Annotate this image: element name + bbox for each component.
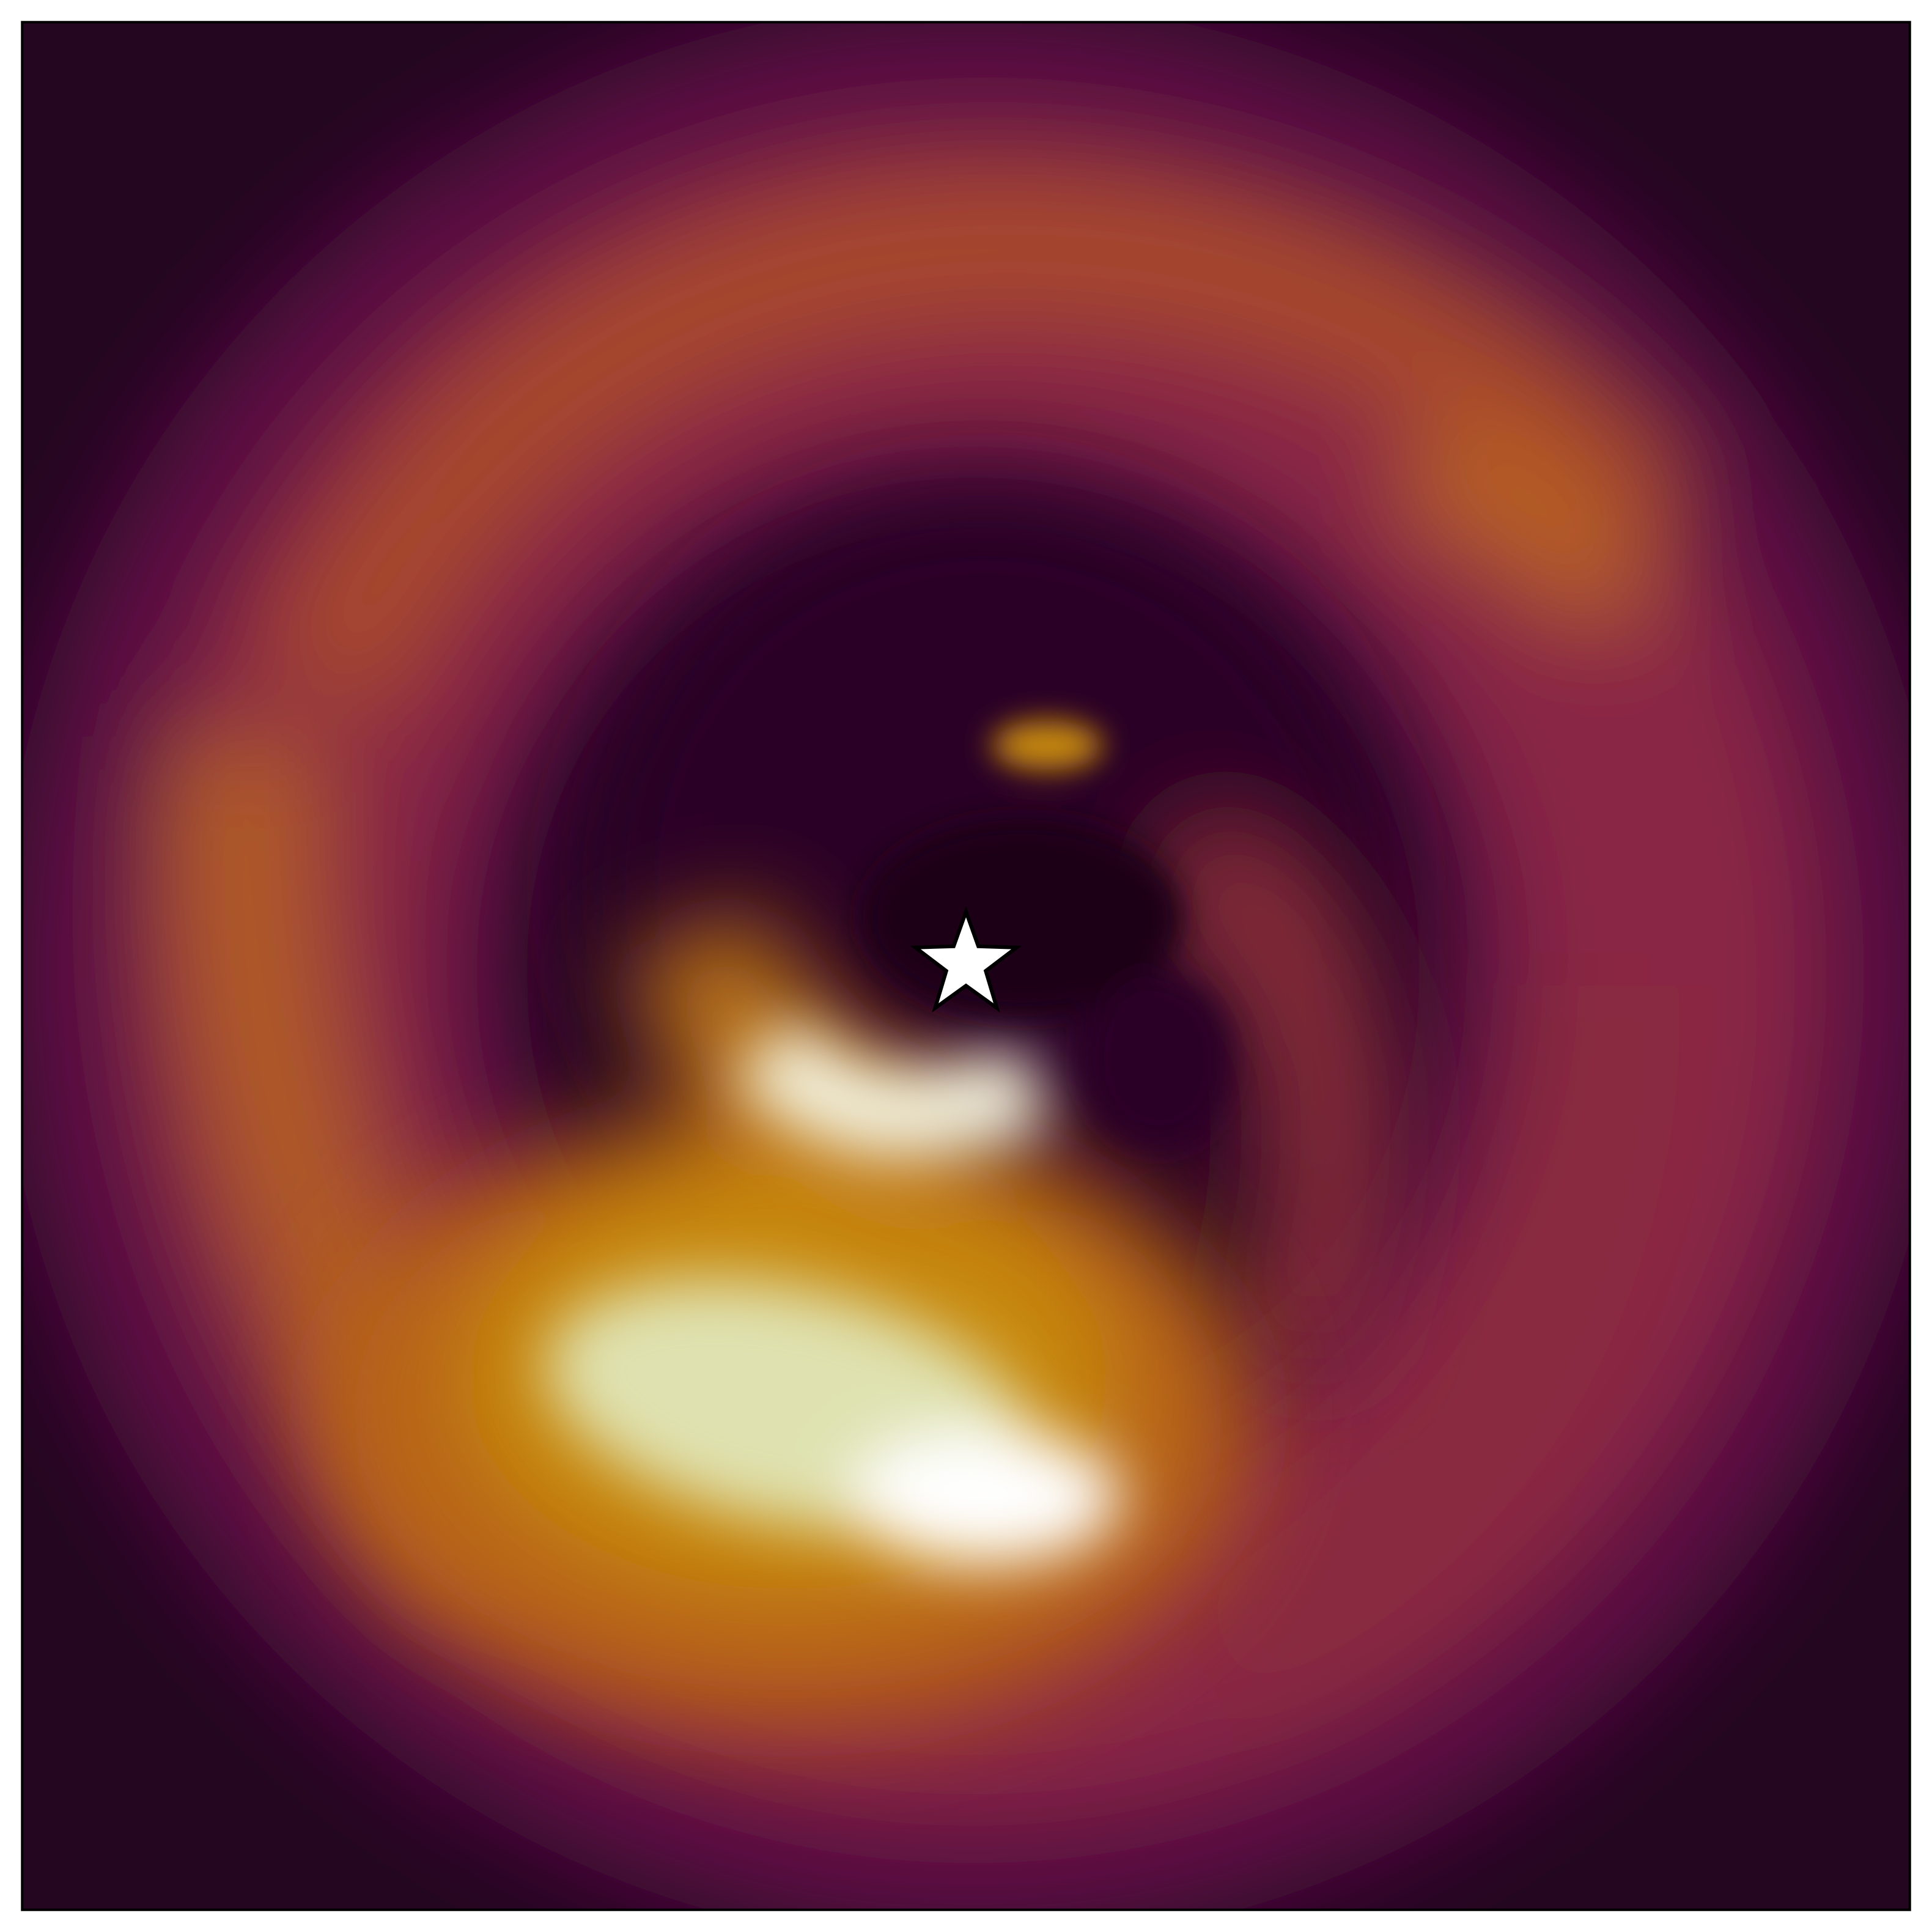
frame: [21, 21, 1911, 1911]
star-marker: [910, 906, 1022, 1013]
white-blobs: [546, 1018, 1121, 1565]
image-area: [22, 22, 1910, 1910]
